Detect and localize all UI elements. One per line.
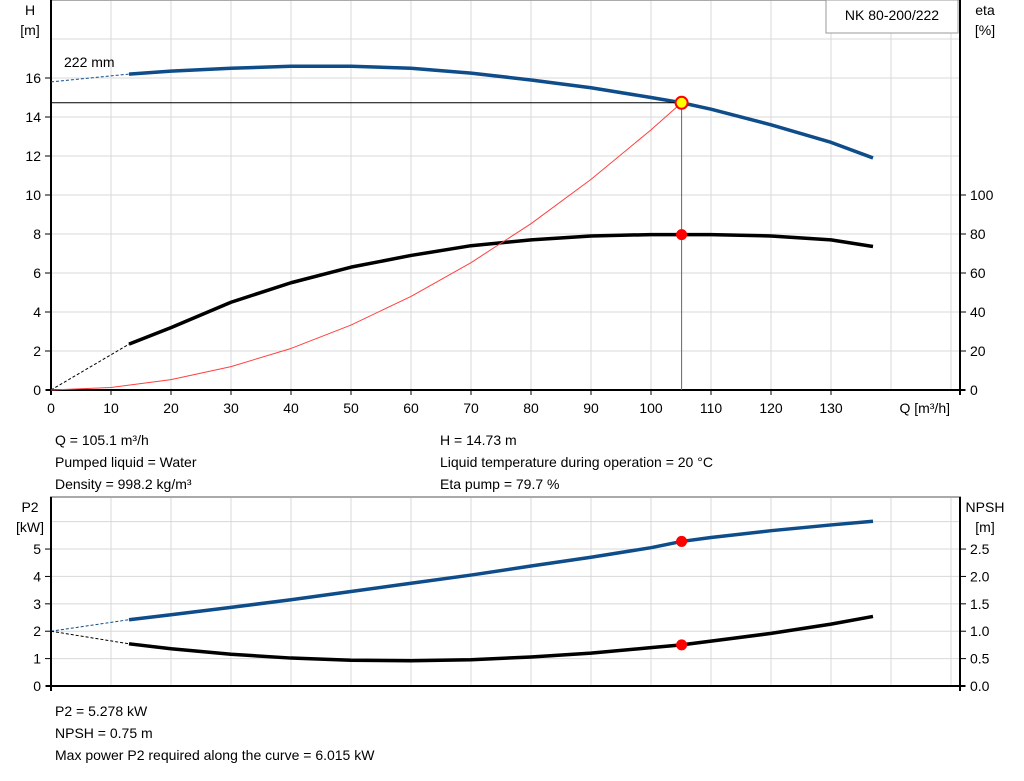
y-tick-label: 2 [33,623,41,639]
x-tick-label: 20 [163,400,179,416]
x-tick-label: 60 [403,400,419,416]
curve-NPSH-extrapolated [50,630,130,645]
y-right-tick-label: 2.0 [970,568,990,584]
y-left-unit: [kW] [16,519,44,535]
x-tick-label: 70 [463,400,479,416]
y-tick-label: 0 [33,678,41,694]
x-tick-label: 110 [700,400,723,416]
curve-H [128,64,874,160]
x-tick-label: 0 [47,400,55,416]
y-right-tick-label: 100 [970,187,994,203]
y-tick-label: 8 [33,226,41,242]
y-tick-label: 0 [33,382,41,398]
y-tick-label: 6 [33,265,41,281]
y-right-unit: [%] [975,22,995,38]
x-tick-label: 10 [103,400,119,416]
y-right-tick-label: 0.5 [970,651,990,667]
duty-point-h [674,95,689,110]
info-p2: P2 = 5.278 kW [55,703,148,719]
y-tick-label: 5 [33,541,41,557]
x-tick-label: 40 [283,400,299,416]
y-tick-label: 3 [33,596,41,612]
y-tick-label: 4 [33,304,41,320]
info-h: H = 14.73 m [440,432,517,448]
y-right-tick-label: 80 [970,226,986,242]
info-max-p2: Max power P2 required along the curve = … [55,747,375,763]
impeller-label: 222 mm [64,54,115,70]
y-right-label: eta [975,2,995,18]
x-tick-label: 90 [583,400,599,416]
y-right-tick-label: 60 [970,265,986,281]
info-eta: Eta pump = 79.7 % [440,476,560,492]
y-right-label: NPSH [966,499,1005,515]
y-right-tick-label: 40 [970,304,986,320]
curve-P2-extrapolated [50,619,130,632]
info-temp: Liquid temperature during operation = 20… [440,454,713,470]
info-npsh: NPSH = 0.75 m [55,725,153,741]
y-right-tick-label: 20 [970,343,986,359]
y-left-unit: [m] [20,22,39,38]
y-right-tick-label: 1.0 [970,623,990,639]
curve-eta-extrapolated [50,343,130,391]
y-tick-label: 16 [25,70,41,86]
x-tick-label: 50 [343,400,359,416]
title-box [825,0,959,34]
x-tick-label: 120 [759,400,783,416]
y-right-unit: [m] [975,519,994,535]
y-right-tick-label: 2.5 [970,541,990,557]
y-left-label: P2 [21,499,38,515]
duty-point-npsh [676,639,688,651]
y-tick-label: 4 [33,568,41,584]
y-right-tick-label: 1.5 [970,596,990,612]
chart-title: NK 80-200/222 [845,7,939,23]
y-tick-label: 12 [25,148,41,164]
curve-eta [128,232,874,346]
info-q: Q = 105.1 m³/h [55,432,149,448]
curve-NPSH [128,614,874,663]
x-tick-label: 100 [639,400,663,416]
y-tick-label: 1 [33,651,41,667]
x-tick-label: 80 [523,400,539,416]
y-tick-label: 10 [25,187,41,203]
y-tick-label: 14 [25,109,41,125]
x-axis-label: Q [m³/h] [899,400,950,416]
curve-system [50,102,682,391]
y-right-tick-label: 0 [970,382,978,398]
curve-P2 [128,519,874,622]
info-density: Density = 998.2 kg/m³ [55,476,192,492]
x-tick-label: 130 [819,400,843,416]
info-liquid: Pumped liquid = Water [55,454,197,470]
y-left-label: H [25,2,35,18]
y-right-tick-label: 0.0 [970,678,990,694]
duty-point-eta [676,229,688,241]
duty-point-p2 [676,535,688,547]
curve-H-extrapolated [50,73,130,83]
x-tick-label: 30 [223,400,239,416]
y-tick-label: 2 [33,343,41,359]
